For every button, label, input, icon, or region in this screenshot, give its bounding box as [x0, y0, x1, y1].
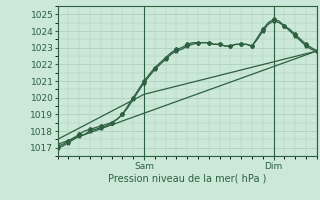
X-axis label: Pression niveau de la mer( hPa ): Pression niveau de la mer( hPa ) [108, 173, 266, 183]
